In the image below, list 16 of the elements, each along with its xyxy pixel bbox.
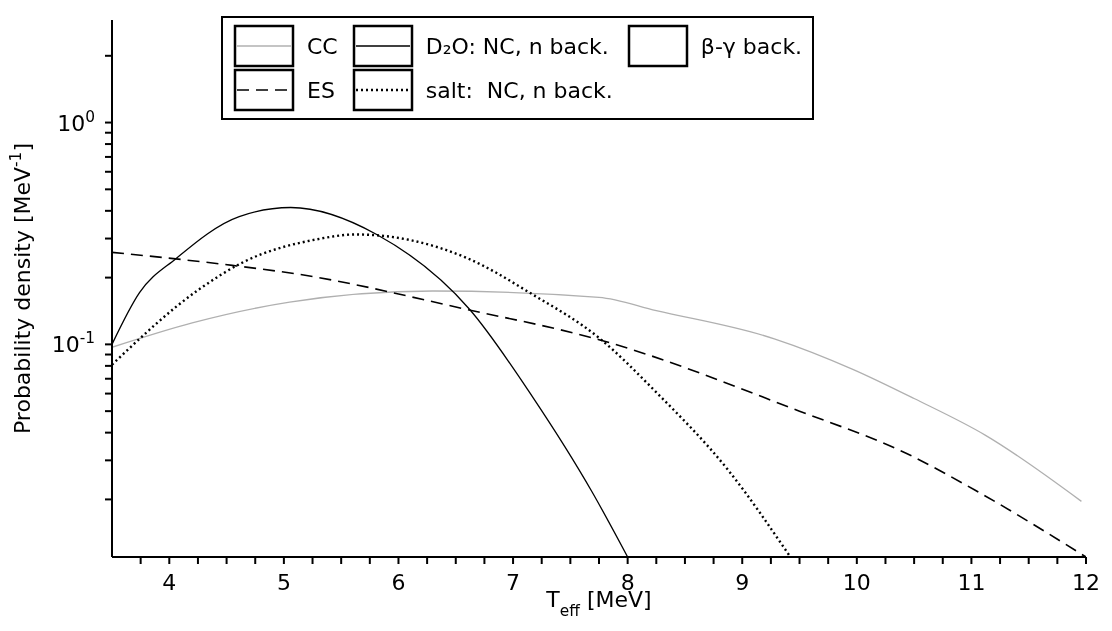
x-tick-label: 11 xyxy=(957,570,986,595)
x-tick-label: 5 xyxy=(276,570,291,595)
legend-label: ES xyxy=(307,77,335,103)
x-tick-label: 12 xyxy=(1072,570,1100,595)
legend-label: β-γ back. xyxy=(700,33,803,59)
x-tick-label: 7 xyxy=(506,570,521,595)
y-tick-label: 10$^{0}$ xyxy=(57,107,95,136)
legend-label: CC xyxy=(307,33,338,59)
y-tick-label: 10$^{-1}$ xyxy=(51,329,95,358)
line-series xyxy=(112,290,1083,503)
x-tick-label: 4 xyxy=(162,570,177,595)
x-tick-label: 6 xyxy=(391,570,406,595)
legend-label: salt: NC, n back. xyxy=(425,77,613,103)
x-tick-label: 10 xyxy=(842,570,871,595)
x-tick-label: 9 xyxy=(735,570,750,595)
legend-label: D₂O: NC, n back. xyxy=(425,33,609,59)
